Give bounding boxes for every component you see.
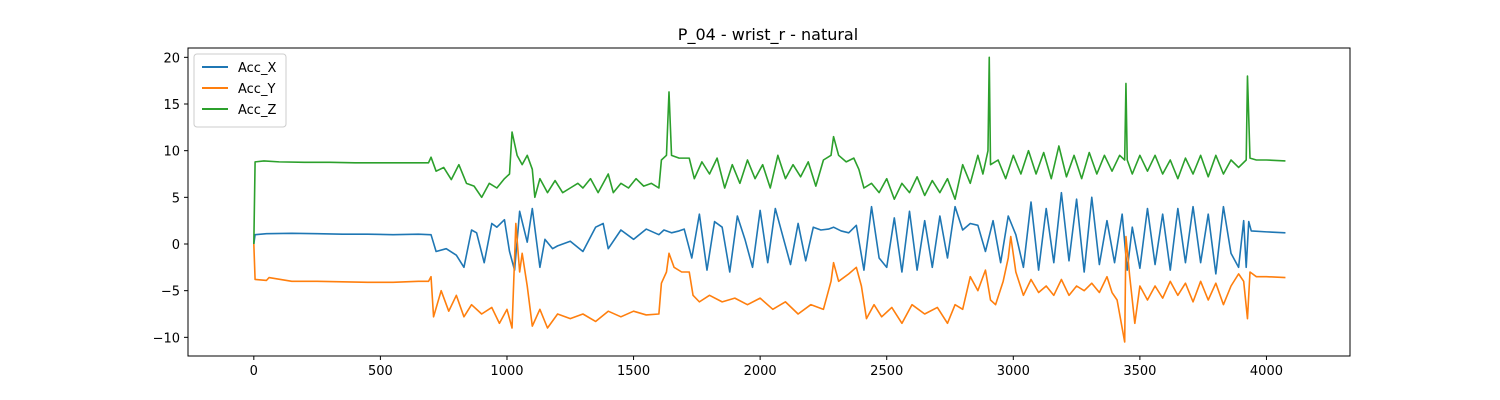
- y-tick-label: 0: [172, 238, 180, 253]
- x-tick-label: 500: [368, 364, 393, 379]
- y-tick-label: 5: [172, 191, 180, 206]
- legend-label-acc-x: Acc_X: [238, 61, 276, 76]
- x-tick-label: 2500: [870, 364, 903, 379]
- x-tick-label: 1000: [490, 364, 523, 379]
- chart-title: P_04 - wrist_r - natural: [678, 25, 858, 45]
- x-tick-label: 2000: [744, 364, 777, 379]
- y-tick-label: 20: [163, 51, 180, 66]
- x-tick-label: 4000: [1250, 364, 1283, 379]
- series-line-acc-x: [253, 191, 1286, 275]
- series-line-acc-z: [253, 56, 1286, 245]
- y-tick-label: 15: [163, 98, 180, 113]
- y-tick-label: −5: [161, 285, 180, 300]
- series-layer: [253, 56, 1286, 343]
- x-tick-label: 0: [250, 364, 258, 379]
- legend: Acc_X Acc_Y Acc_Z: [193, 53, 287, 128]
- y-tick-label: 10: [163, 145, 180, 160]
- legend-label-acc-y: Acc_Y: [238, 82, 275, 97]
- y-tick-label: −10: [153, 331, 180, 346]
- x-tick-label: 3500: [1123, 364, 1156, 379]
- x-tick-label: 1500: [617, 364, 650, 379]
- axes-layer: 0 500 1000 1500 2000 2500 3000 3500 4000 −10 −5 0 5 1…: [153, 47, 1351, 379]
- x-tick-label: 3000: [997, 364, 1030, 379]
- legend-label-acc-z: Acc_Z: [238, 103, 276, 118]
- series-line-acc-y: [253, 222, 1286, 343]
- plot-frame: [187, 47, 1351, 357]
